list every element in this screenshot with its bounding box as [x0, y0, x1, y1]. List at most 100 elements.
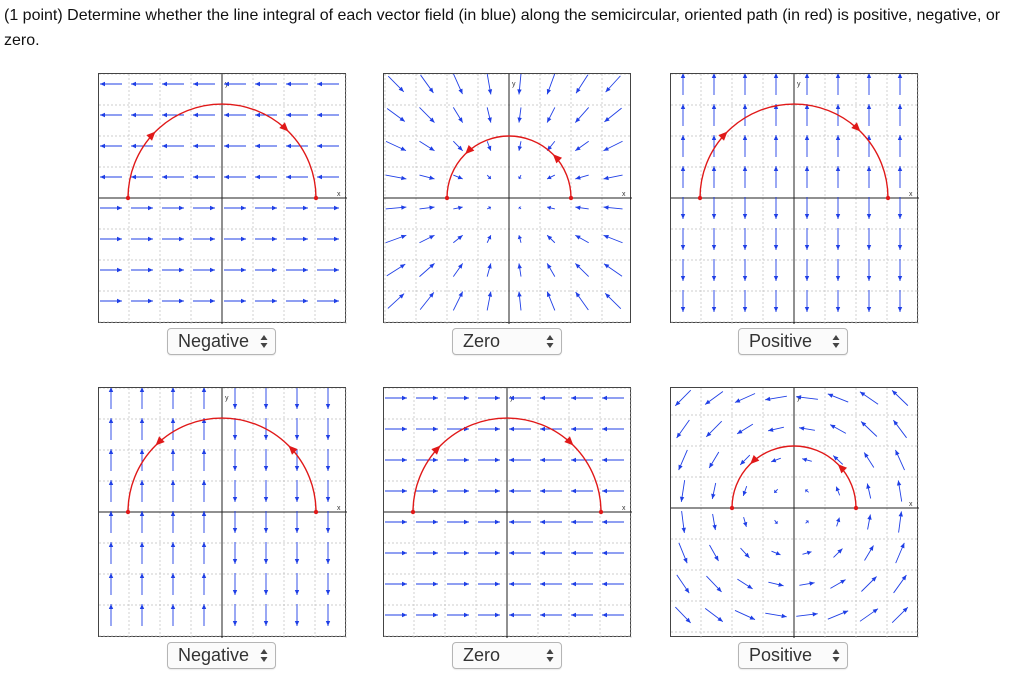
field-arrow	[170, 449, 176, 471]
answer-select-4[interactable]: Negative	[167, 642, 276, 669]
field-arrow	[385, 519, 407, 525]
field-arrow	[799, 581, 815, 586]
field-arrow	[447, 488, 469, 494]
field-arrow	[108, 449, 114, 471]
vector-field-plot-1: xy	[98, 73, 347, 324]
field-arrow	[802, 550, 812, 555]
answer-select-2[interactable]: Zero	[452, 328, 562, 355]
field-arrow	[131, 205, 153, 211]
field-arrow	[604, 107, 622, 123]
field-arrow	[517, 174, 522, 180]
field-arrow	[286, 205, 308, 211]
field-arrow	[170, 388, 176, 409]
field-arrow	[893, 419, 907, 439]
answer-select-1[interactable]: Negative	[167, 328, 276, 355]
field-arrow	[804, 104, 810, 126]
field-arrow	[517, 74, 522, 95]
answer-select-value: Negative	[178, 331, 250, 351]
field-arrow	[416, 612, 438, 618]
field-arrow	[546, 107, 556, 123]
field-arrow	[317, 236, 339, 242]
field-arrow	[604, 292, 622, 310]
path-endpoint	[568, 195, 574, 201]
field-arrow	[286, 143, 308, 149]
field-arrow	[863, 452, 875, 468]
field-arrow	[898, 511, 903, 533]
field-arrow	[575, 140, 589, 152]
field-arrow	[866, 74, 872, 95]
field-arrow	[897, 197, 903, 219]
vector-field-arrows	[385, 74, 623, 311]
field-arrow	[546, 263, 556, 277]
answer-select-6[interactable]: Positive	[738, 642, 848, 669]
field-arrow	[419, 174, 435, 180]
field-arrow	[897, 290, 903, 312]
field-arrow	[453, 174, 463, 180]
field-arrow	[675, 606, 691, 624]
field-arrow	[546, 74, 556, 95]
field-arrow	[603, 140, 623, 152]
field-arrow	[836, 517, 841, 527]
x-axis-label: x	[622, 505, 626, 512]
field-arrow	[108, 511, 114, 533]
field-arrow	[680, 166, 686, 188]
field-arrow	[201, 449, 207, 471]
field-arrow	[509, 581, 531, 587]
field-arrow	[201, 388, 207, 409]
field-arrow	[139, 511, 145, 533]
field-arrow	[486, 141, 492, 151]
field-arrow	[509, 519, 531, 525]
field-arrow	[897, 166, 903, 188]
field-arrow	[679, 480, 686, 502]
field-arrow	[509, 488, 531, 494]
field-arrow	[385, 550, 407, 556]
field-arrow	[294, 604, 300, 626]
field-arrow	[571, 457, 593, 463]
field-arrow	[100, 205, 122, 211]
field-arrow	[742, 197, 748, 219]
field-arrow	[170, 542, 176, 564]
field-arrow	[804, 228, 810, 250]
field-arrow	[864, 545, 874, 561]
x-axis-label: x	[337, 505, 341, 512]
field-arrow	[317, 205, 339, 211]
field-arrow	[294, 542, 300, 564]
field-arrow	[478, 426, 500, 432]
field-arrow	[486, 74, 493, 95]
field-arrow	[571, 395, 593, 401]
field-arrow	[193, 236, 215, 242]
answer-select-3[interactable]: Positive	[738, 328, 848, 355]
field-arrow	[602, 550, 624, 556]
path-direction-arrow	[431, 445, 441, 455]
field-arrow	[170, 511, 176, 533]
field-arrow	[232, 511, 238, 533]
field-arrow	[170, 418, 176, 440]
field-arrow	[162, 81, 184, 87]
field-arrow	[325, 542, 331, 564]
oriented-path	[125, 417, 319, 515]
field-arrow	[385, 174, 407, 181]
field-arrow	[680, 259, 686, 281]
field-arrow	[100, 112, 122, 118]
path-endpoint	[410, 509, 416, 515]
field-arrow	[891, 390, 909, 406]
answer-select-value: Zero	[463, 331, 501, 351]
grid-lines	[99, 74, 347, 324]
field-arrow	[896, 480, 903, 502]
field-arrow	[574, 263, 590, 277]
field-arrow	[897, 228, 903, 250]
field-arrow	[325, 604, 331, 626]
field-arrow	[602, 581, 624, 587]
field-arrow	[232, 388, 238, 409]
field-arrow	[193, 143, 215, 149]
field-arrow	[416, 457, 438, 463]
field-arrow	[674, 389, 692, 407]
field-arrow	[773, 259, 779, 281]
field-arrow	[742, 135, 748, 157]
field-arrow	[263, 388, 269, 409]
field-arrow	[680, 74, 686, 95]
answer-select-5[interactable]: Zero	[452, 642, 562, 669]
field-arrow	[325, 573, 331, 595]
field-arrow	[255, 298, 277, 304]
field-arrow	[711, 104, 717, 126]
